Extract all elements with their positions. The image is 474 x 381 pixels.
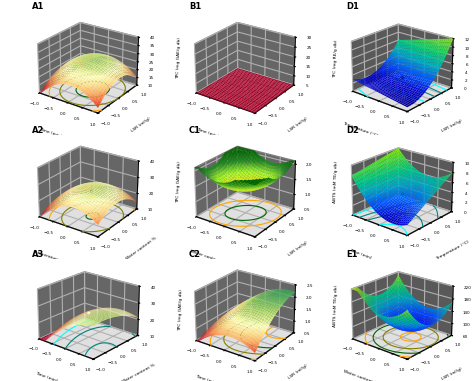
- X-axis label: Temperature (°C): Temperature (°C): [342, 122, 378, 138]
- Y-axis label: LSR (ml/g): LSR (ml/g): [442, 367, 464, 381]
- Text: B1: B1: [189, 2, 201, 11]
- Y-axis label: Water content %: Water content %: [126, 236, 157, 261]
- Text: C1: C1: [189, 126, 201, 135]
- X-axis label: Time (min): Time (min): [348, 248, 372, 260]
- Y-axis label: LSR (ml/g): LSR (ml/g): [288, 364, 309, 381]
- Text: A2: A2: [32, 126, 44, 135]
- Text: A1: A1: [32, 2, 44, 11]
- Text: D2: D2: [346, 126, 359, 135]
- Text: C2: C2: [189, 250, 201, 259]
- Y-axis label: LSR (ml/g): LSR (ml/g): [288, 116, 309, 133]
- Y-axis label: LSR (ml/g): LSR (ml/g): [288, 240, 309, 257]
- X-axis label: Time (min): Time (min): [39, 127, 63, 139]
- X-axis label: Time (min): Time (min): [196, 127, 219, 139]
- Y-axis label: LSR (ml/g): LSR (ml/g): [131, 116, 152, 133]
- X-axis label: Time (min): Time (min): [35, 372, 58, 381]
- Y-axis label: Water content %: Water content %: [121, 363, 155, 381]
- X-axis label: Water content %: Water content %: [190, 249, 226, 264]
- X-axis label: Temperature (°C): Temperature (°C): [32, 249, 69, 265]
- X-axis label: Time (mins): Time (mins): [195, 375, 220, 381]
- Text: A3: A3: [32, 250, 44, 259]
- Y-axis label: LSR (ml/g): LSR (ml/g): [442, 119, 464, 133]
- Y-axis label: Temperature (°C): Temperature (°C): [435, 239, 470, 261]
- Text: D1: D1: [346, 2, 359, 11]
- Text: E1: E1: [346, 250, 357, 259]
- X-axis label: Water content %: Water content %: [342, 370, 378, 381]
